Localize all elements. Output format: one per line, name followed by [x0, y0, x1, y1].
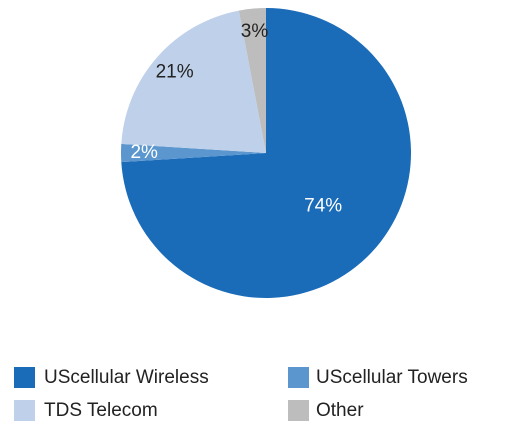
data-label: 21%	[156, 61, 194, 82]
legend-swatch	[288, 400, 309, 421]
legend-swatch	[14, 367, 35, 388]
pie-slice	[121, 10, 266, 154]
legend-swatch	[288, 367, 309, 388]
legend-label: UScellular Wireless	[44, 367, 209, 388]
data-label: 3%	[241, 21, 269, 42]
legend-label: Other	[316, 400, 364, 421]
pie-slice	[121, 8, 412, 298]
legend-label: TDS Telecom	[44, 400, 158, 421]
pie-slice	[238, 8, 266, 153]
pie-slice	[121, 143, 266, 163]
data-label: 74%	[304, 196, 342, 217]
data-label: 2%	[130, 142, 158, 163]
legend-label: UScellular Towers	[316, 367, 468, 388]
legend-swatch	[14, 400, 35, 421]
